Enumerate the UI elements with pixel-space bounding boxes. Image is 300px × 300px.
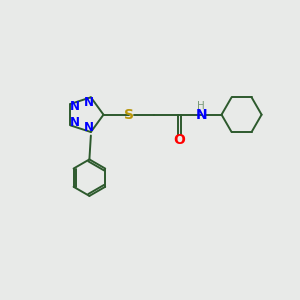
- Text: N: N: [70, 116, 80, 129]
- Text: H: H: [197, 101, 205, 111]
- Text: N: N: [70, 100, 80, 113]
- Text: O: O: [173, 133, 185, 147]
- Text: N: N: [84, 96, 94, 109]
- Text: N: N: [196, 108, 208, 122]
- Text: N: N: [84, 121, 94, 134]
- Text: S: S: [124, 108, 134, 122]
